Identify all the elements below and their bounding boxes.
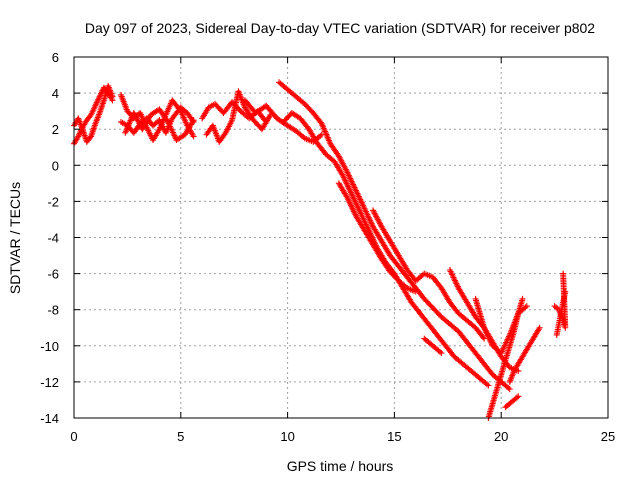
x-tick-label: 10 xyxy=(280,429,294,444)
data-point-fill xyxy=(483,381,490,388)
y-tick-label: -8 xyxy=(47,303,59,318)
y-tick-label: 2 xyxy=(52,122,59,137)
data-point xyxy=(506,386,513,393)
data-point xyxy=(412,288,419,295)
y-tick-label: -12 xyxy=(40,375,59,390)
data-points xyxy=(71,79,569,421)
data-point-fill xyxy=(514,394,521,401)
y-tick-label: -4 xyxy=(47,231,59,246)
data-point xyxy=(515,393,522,400)
axis-ticks xyxy=(73,56,609,419)
data-point xyxy=(190,133,197,140)
data-point xyxy=(438,350,445,357)
data-point xyxy=(536,324,543,331)
x-tick-label: 5 xyxy=(177,429,184,444)
chart-title: Day 097 of 2023, Sidereal Day-to-day VTE… xyxy=(85,20,595,36)
data-point-fill xyxy=(505,384,512,391)
data-point-fill xyxy=(266,113,273,120)
x-tick-labels: 0 5 10 15 20 25 xyxy=(70,429,615,444)
x-tick-label: 0 xyxy=(70,429,77,444)
data-point-fill xyxy=(189,118,196,125)
y-tick-label: -10 xyxy=(40,339,59,354)
data-point-fill xyxy=(522,304,529,311)
data-point-fill xyxy=(535,326,542,333)
data-point xyxy=(523,303,530,310)
y-tick-label: -6 xyxy=(47,267,59,282)
data-point xyxy=(560,270,567,277)
data-point xyxy=(109,93,116,100)
data-point-fill xyxy=(300,134,307,141)
x-tick-label: 20 xyxy=(494,429,508,444)
data-point xyxy=(519,295,526,302)
y-tick-label: -14 xyxy=(40,411,59,426)
data-point-fill xyxy=(480,334,487,341)
y-tick-labels: 6 4 2 0 -2 -4 -6 -8 -10 -12 -14 xyxy=(40,50,59,426)
x-tick-label: 15 xyxy=(387,429,401,444)
data-point-fill xyxy=(317,132,324,139)
x-tick-label: 25 xyxy=(601,429,615,444)
data-point xyxy=(190,117,197,124)
y-tick-label: 6 xyxy=(52,50,59,65)
y-tick-label: 0 xyxy=(52,158,59,173)
data-point-fill xyxy=(436,348,443,355)
data-point xyxy=(485,382,492,389)
y-tick-label: -2 xyxy=(47,194,59,209)
x-axis-label: GPS time / hours xyxy=(287,458,394,474)
data-point-fill xyxy=(402,283,409,290)
y-tick-label: 4 xyxy=(52,86,59,101)
y-axis-label: SDTVAR / TECUs xyxy=(7,182,23,294)
